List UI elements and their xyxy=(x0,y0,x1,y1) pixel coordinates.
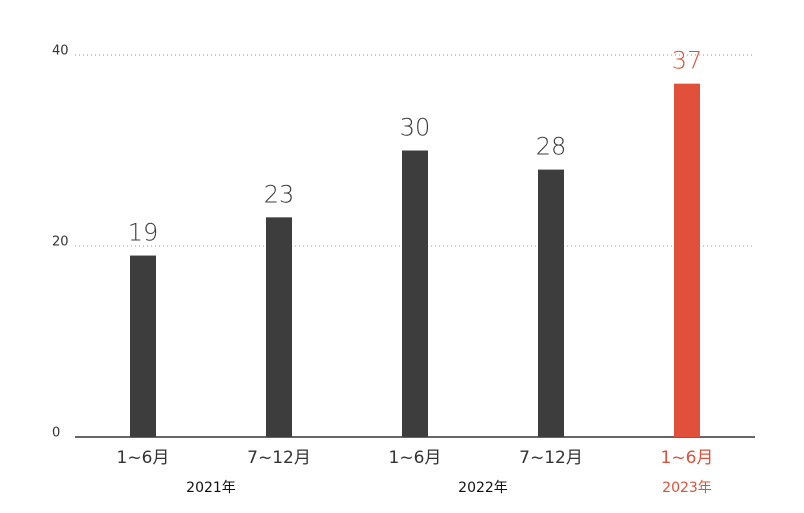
bar xyxy=(402,150,428,437)
value-label: 23 xyxy=(264,180,295,208)
value-label: 28 xyxy=(536,133,567,161)
y-tick-label: 0 xyxy=(52,426,60,441)
y-tick-label: 40 xyxy=(52,44,69,59)
bar xyxy=(266,217,292,437)
bar xyxy=(538,169,564,437)
x-tick-label: 1~6月 xyxy=(117,448,170,468)
group-label: 2022年 xyxy=(458,480,508,496)
group-label: 2021年 xyxy=(186,480,236,496)
x-tick-label: 1~6月 xyxy=(661,448,714,468)
x-tick-label: 7~12月 xyxy=(247,448,311,468)
value-label: 30 xyxy=(400,114,431,142)
y-tick-label: 20 xyxy=(52,235,69,250)
group-label: 2023年 xyxy=(662,480,712,496)
value-label: 19 xyxy=(128,219,159,247)
value-label: 37 xyxy=(672,47,703,75)
bar xyxy=(130,255,156,437)
x-tick-label: 7~12月 xyxy=(519,448,583,468)
bar xyxy=(674,83,700,438)
x-tick-label: 1~6月 xyxy=(389,448,442,468)
